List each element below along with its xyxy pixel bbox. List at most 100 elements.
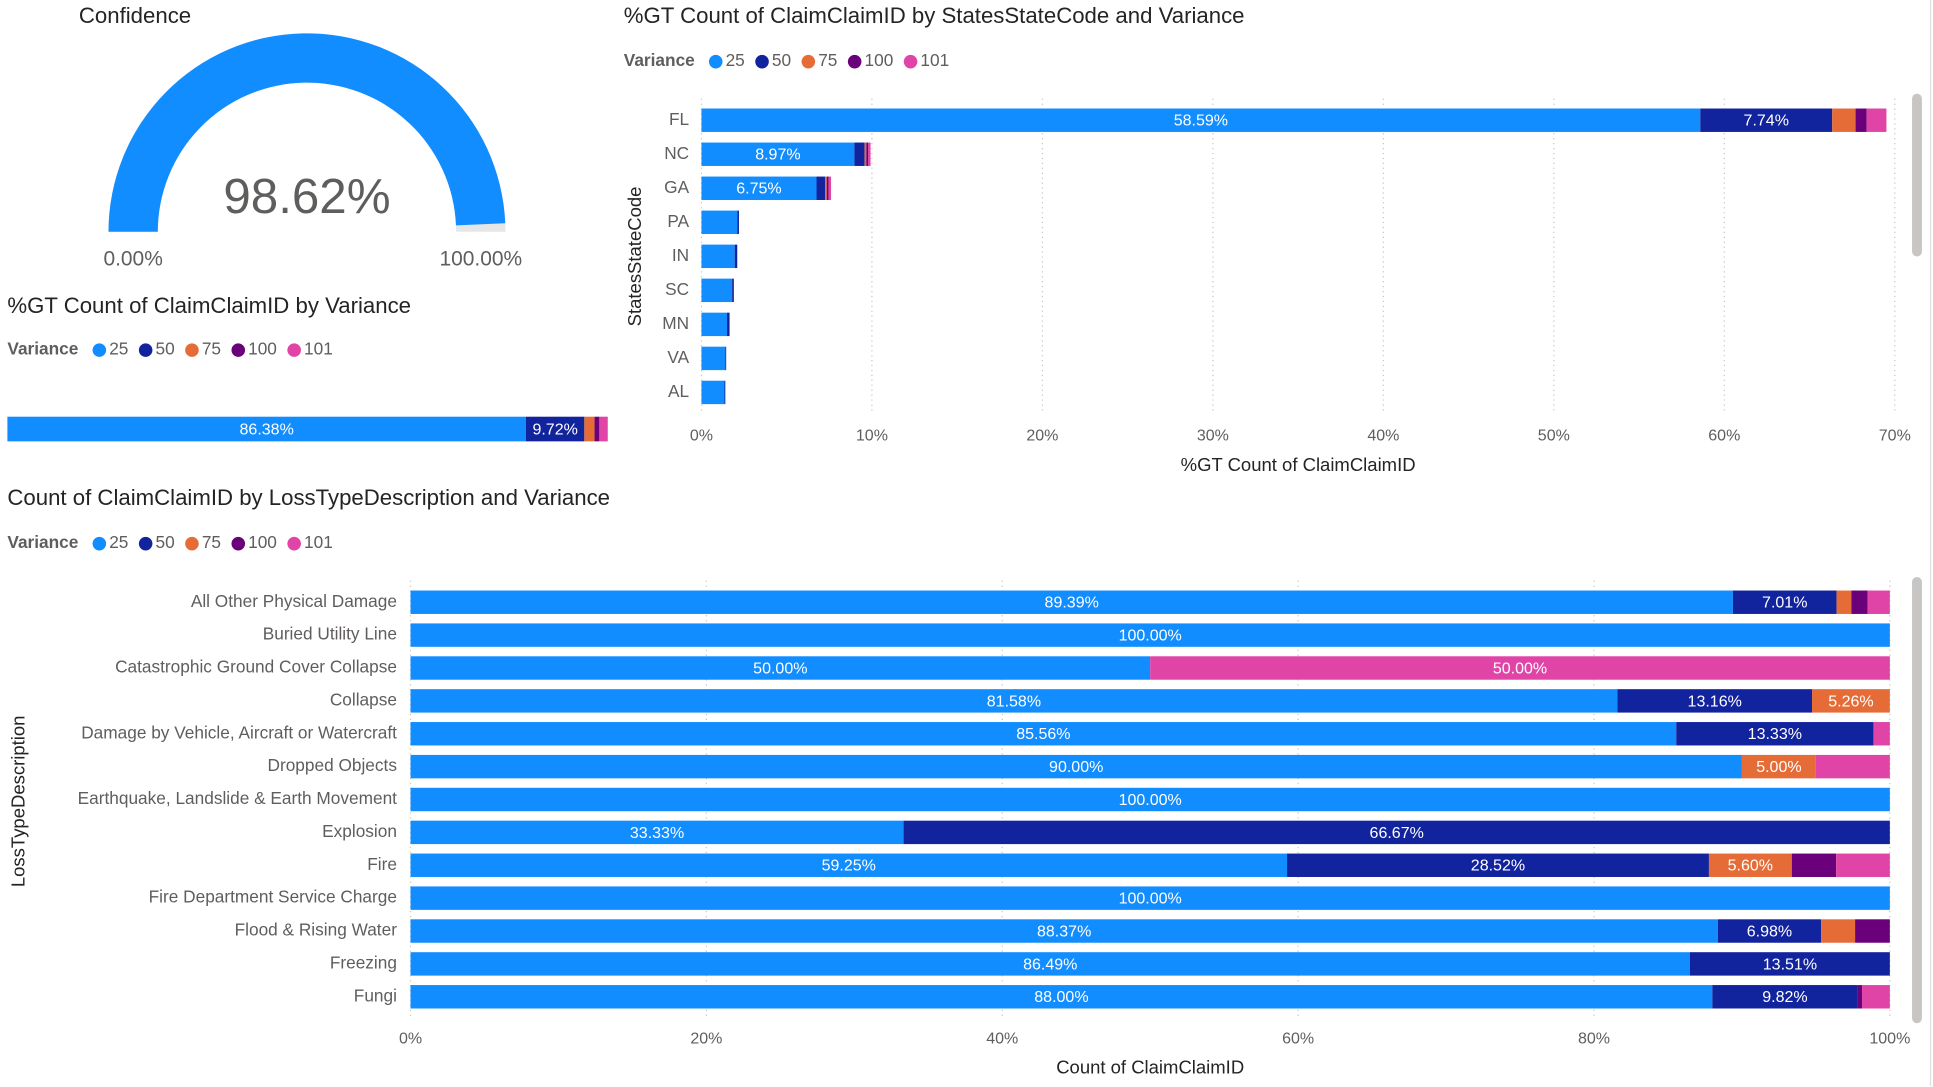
legend-marker [287, 343, 301, 357]
gauge-value: 98.62% [223, 169, 390, 224]
legend-title: Variance [624, 50, 695, 70]
legend-label: 25 [109, 339, 128, 359]
legend-label: 101 [304, 532, 333, 552]
legend-label: 100 [248, 339, 277, 359]
legend-label: 100 [865, 50, 894, 70]
data-label: 5.00% [1756, 758, 1801, 776]
legend-title: Variance [7, 339, 78, 359]
bar-segment [1150, 656, 1890, 680]
data-label: 88.00% [1034, 988, 1088, 1006]
bar-segment [410, 985, 1713, 1009]
bar-segment [724, 380, 726, 405]
data-label: 7.01% [1762, 594, 1807, 612]
bar-segment [1712, 985, 1858, 1009]
bar-segment [1836, 590, 1852, 614]
data-label: 81.58% [987, 692, 1041, 710]
x-tick-label: 40% [986, 1029, 1018, 1047]
legend-label: 50 [156, 532, 175, 552]
bar-segment [866, 142, 869, 166]
y-tick-label: Buried Utility Line [263, 624, 397, 644]
gauge-min: 0.00% [103, 248, 162, 271]
data-label: 5.26% [1828, 692, 1873, 710]
legend-marker [138, 536, 153, 551]
bar-segment [410, 754, 1742, 779]
y-tick-label: PA [667, 211, 689, 231]
y-tick-label: Earthquake, Landslide & Earth Movement [78, 788, 398, 808]
x-tick-label: 0% [690, 427, 713, 445]
bar-segment [816, 176, 826, 200]
y-tick-label: Explosion [322, 821, 397, 841]
data-label: 9.72% [532, 421, 577, 439]
bar-segment [584, 416, 595, 442]
legend-label: 25 [109, 532, 128, 552]
bar-segment [1836, 853, 1890, 877]
data-label: 6.98% [1747, 922, 1792, 940]
bar-segment [1287, 853, 1709, 877]
gauge-arc [108, 33, 506, 232]
bar-segment [599, 416, 608, 442]
x-tick-label: 100% [1869, 1029, 1910, 1047]
legend-title: Variance [7, 532, 78, 552]
legend-label: 25 [726, 50, 745, 70]
legend-label: 100 [248, 532, 277, 552]
data-label: 9.82% [1762, 988, 1807, 1006]
bar-segment [1708, 853, 1792, 877]
bar-segment [1832, 108, 1856, 132]
scrollbar[interactable] [1912, 93, 1922, 257]
bar-segment [701, 176, 817, 200]
bar-segment [725, 346, 727, 371]
bar-segment [701, 346, 726, 371]
y-tick-label: Flood & Rising Water [235, 920, 398, 940]
y-tick-label: Freezing [330, 952, 397, 972]
bar-segment [727, 312, 730, 337]
x-tick-label: 80% [1578, 1029, 1610, 1047]
x-tick-label: 60% [1708, 427, 1740, 445]
bar-segment [826, 176, 829, 200]
legend-marker [287, 536, 301, 551]
bar-segment [410, 590, 1733, 614]
legend-marker [847, 54, 862, 69]
bar-segment [1676, 722, 1874, 746]
bar-segment [903, 820, 1890, 845]
bar-segment [1617, 689, 1813, 713]
bar-segment [525, 416, 585, 442]
legend-marker [231, 343, 246, 357]
bar-segment [701, 244, 735, 269]
bar-segment [410, 952, 1690, 976]
y-tick-label: Fire Department Service Charge [149, 887, 397, 907]
legend-label: 50 [156, 339, 175, 359]
bar-segment [734, 244, 738, 269]
legend-label: 101 [304, 339, 333, 359]
data-label: 13.16% [1688, 692, 1742, 710]
y-tick-label: Dropped Objects [268, 755, 397, 775]
y-axis-title: LossTypeDescription [8, 716, 29, 888]
data-label: 100.00% [1119, 791, 1182, 809]
bar-segment [868, 142, 871, 166]
y-tick-label: Collapse [330, 689, 397, 709]
y-tick-label: AL [668, 381, 690, 401]
x-tick-label: 10% [856, 427, 888, 445]
bar-segment [1689, 952, 1890, 976]
legend-marker [903, 54, 918, 69]
data-label: 8.97% [755, 146, 800, 164]
data-label: 100.00% [1119, 627, 1182, 645]
data-label: 50.00% [753, 659, 807, 677]
bar-segment [1821, 919, 1856, 943]
bar-segment [1717, 919, 1822, 943]
x-axis-title: %GT Count of ClaimClaimID [1181, 454, 1416, 475]
legend-marker [755, 54, 769, 69]
bar-segment [1867, 590, 1890, 614]
bar-segment [1815, 754, 1890, 779]
bar-segment [732, 278, 734, 303]
bar-segment [1855, 108, 1867, 132]
y-tick-label: VA [667, 347, 689, 367]
bar-segment [1741, 754, 1816, 779]
bar-segment [1700, 108, 1833, 132]
bar-segment [1866, 108, 1887, 132]
legend-marker [185, 536, 199, 551]
bar-segment [410, 853, 1288, 877]
scrollbar[interactable] [1912, 576, 1922, 1024]
bar-segment [1791, 853, 1837, 877]
